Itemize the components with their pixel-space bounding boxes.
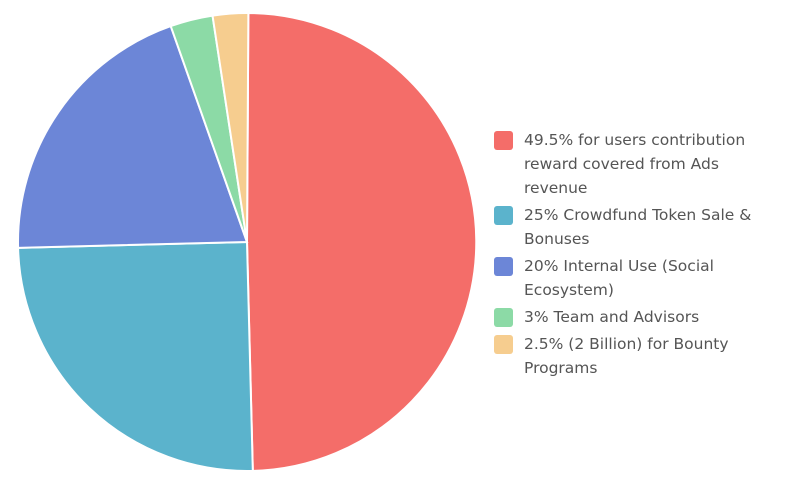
legend-swatch-3 <box>494 257 513 276</box>
pie-slice-1 <box>245 11 478 472</box>
legend-swatch-1 <box>494 131 513 150</box>
legend-item-5: 2.5% (2 Billion) for Bounty Programs <box>494 332 786 380</box>
legend-item-1: 49.5% for users contribution reward cove… <box>494 128 786 200</box>
pie-slice-5 <box>211 11 250 243</box>
legend-swatch-5 <box>494 335 513 354</box>
legend-label-3: 20% Internal Use (Social Ecosystem) <box>524 257 714 299</box>
legend-label-5: 2.5% (2 Billion) for Bounty Programs <box>524 335 729 377</box>
pie-slice-2 <box>17 240 254 472</box>
legend-swatch-2 <box>494 206 513 225</box>
legend-item-2: 25% Crowdfund Token Sale & Bonuses <box>494 203 786 251</box>
legend-label-1: 49.5% for users contribution reward cove… <box>524 131 746 197</box>
legend-item-4: 3% Team and Advisors <box>494 305 786 329</box>
legend-swatch-4 <box>494 308 513 327</box>
legend-label-4: 3% Team and Advisors <box>524 308 700 326</box>
legend-item-3: 20% Internal Use (Social Ecosystem) <box>494 254 786 302</box>
chart-legend: 49.5% for users contribution reward cove… <box>494 128 786 383</box>
legend-label-2: 25% Crowdfund Token Sale & Bonuses <box>524 206 752 248</box>
